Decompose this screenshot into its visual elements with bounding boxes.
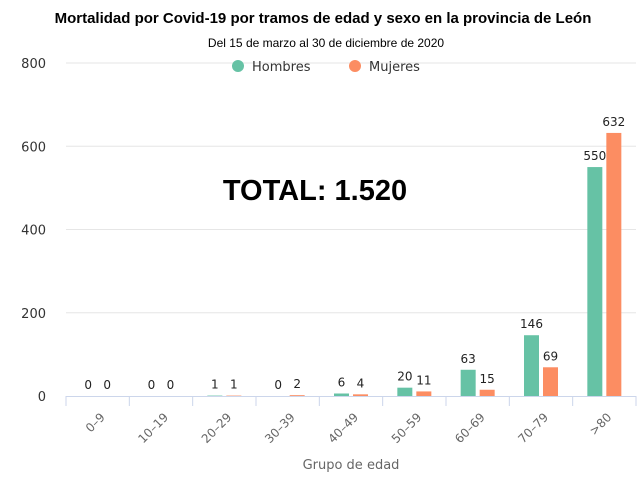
bar-hombres [460, 369, 476, 396]
y-tick-label: 0 [38, 390, 46, 405]
data-label: 63 [461, 352, 476, 366]
data-label: 20 [397, 370, 412, 384]
bar-mujeres [289, 395, 305, 396]
x-tick-label: 60–69 [452, 410, 488, 446]
bar-hombres [524, 335, 539, 396]
x-axis-title: Grupo de edad [303, 458, 400, 473]
legend-marker-icon [349, 60, 361, 72]
data-label: 15 [480, 372, 495, 386]
data-label: 0 [103, 378, 111, 392]
y-tick-label: 800 [21, 57, 46, 72]
x-tick-label: 20–29 [199, 410, 235, 446]
chart-title: Mortalidad por Covid-19 por tramos de ed… [55, 10, 592, 27]
data-label: 0 [84, 378, 92, 392]
data-label: 550 [583, 149, 606, 163]
bar-hombres [334, 393, 349, 396]
x-tick-label: 30–39 [262, 410, 298, 446]
bar-mujeres [416, 391, 432, 396]
bar-hombres [397, 387, 413, 396]
bar-mujeres [543, 367, 558, 396]
x-tick-label: 50–59 [389, 410, 425, 446]
y-tick-label: 200 [21, 307, 46, 322]
x-tick-label: 0–9 [83, 410, 108, 435]
chart-subtitle: Del 15 de marzo al 30 de diciembre de 20… [208, 36, 444, 50]
data-label: 69 [543, 349, 558, 363]
legend-marker-icon [232, 60, 244, 72]
bar-mujeres [606, 132, 622, 396]
data-label: 11 [416, 373, 431, 387]
legend-item-hombres[interactable]: Hombres [252, 60, 311, 75]
data-label: 0 [274, 378, 282, 392]
x-tick-label: 40–49 [325, 410, 361, 446]
bar-mujeres [479, 389, 495, 396]
x-tick-label: >80 [587, 410, 615, 438]
bar-hombres [587, 167, 603, 396]
data-label: 4 [357, 376, 365, 390]
data-label: 2 [293, 377, 301, 391]
data-label: 632 [602, 115, 625, 129]
data-label: 1 [230, 378, 238, 392]
data-label: 146 [520, 317, 543, 331]
y-tick-label: 600 [21, 140, 46, 155]
x-tick-label: 70–79 [515, 410, 551, 446]
data-label: 0 [167, 378, 175, 392]
data-label: 6 [338, 376, 346, 390]
data-label: 1 [211, 378, 219, 392]
y-tick-label: 400 [21, 224, 46, 239]
total-annotation: TOTAL: 1.520 [223, 175, 407, 207]
legend-item-mujeres[interactable]: Mujeres [369, 60, 420, 75]
bar-mujeres [353, 394, 368, 396]
x-tick-label: 10–19 [135, 410, 171, 446]
data-label: 0 [148, 378, 156, 392]
